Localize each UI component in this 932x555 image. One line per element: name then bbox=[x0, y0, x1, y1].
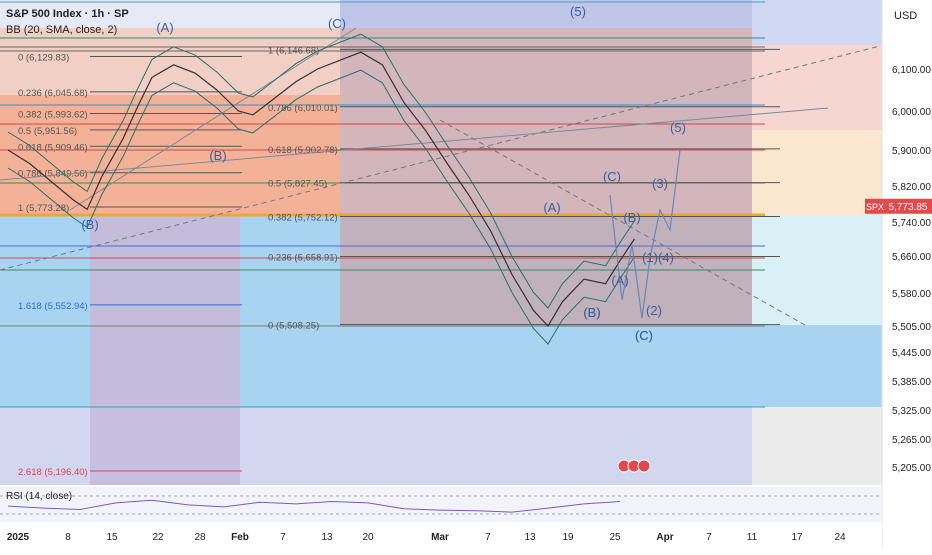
bottom-grey bbox=[752, 407, 882, 485]
time-tick-label: 19 bbox=[562, 532, 574, 543]
fib-right-label: 0.618 (5,902.78) bbox=[268, 145, 338, 156]
time-tick-label: 24 bbox=[834, 532, 846, 543]
fib-right-label: 0.382 (5,752.12) bbox=[268, 213, 338, 224]
bb-upper bbox=[7, 33, 635, 309]
time-tick-label: 22 bbox=[152, 532, 164, 543]
price-axis-background bbox=[882, 0, 932, 550]
projected-wave-path bbox=[609, 149, 681, 319]
time-tick-label: 15 bbox=[106, 532, 118, 543]
price-tick-label: 5,205.00 bbox=[892, 463, 931, 474]
price-tick-label: 5,265.00 bbox=[892, 435, 931, 446]
time-tick-label: 25 bbox=[609, 532, 621, 543]
price-line bbox=[7, 51, 635, 327]
time-tick-label: 13 bbox=[524, 532, 536, 543]
fib-right-label: 0.786 (6,010.01) bbox=[268, 103, 338, 114]
time-tick-label: 20 bbox=[362, 532, 374, 543]
fib-right-label: 1 (6,146.68) bbox=[268, 45, 319, 56]
trend-line bbox=[69, 27, 357, 211]
time-tick-label: Feb bbox=[231, 532, 249, 543]
time-tick-label: 13 bbox=[321, 532, 333, 543]
rsi-pane bbox=[0, 487, 882, 522]
right-cyan bbox=[752, 215, 882, 325]
time-tick-label: 11 bbox=[747, 532, 758, 543]
fib-right-label: 0.236 (5,658.91) bbox=[268, 253, 338, 264]
rsi-line bbox=[7, 499, 621, 513]
fib-left-label: 0.236 (6,045.68) bbox=[18, 88, 88, 99]
wave-label: (C) bbox=[635, 328, 653, 343]
wave-label: (B) bbox=[209, 148, 226, 163]
chart-title: S&P 500 Index · 1h · SP bbox=[6, 8, 129, 20]
fib-right-label: 0.5 (5,827.45) bbox=[268, 179, 327, 190]
price-tick-label: 5,740.00 bbox=[892, 218, 931, 229]
fib-left-label: 0.618 (5,909.46) bbox=[18, 142, 88, 153]
price-tick-label: 6,000.00 bbox=[892, 107, 931, 118]
wave-label: (5) bbox=[670, 120, 686, 135]
price-tag-box bbox=[885, 198, 932, 214]
fib-left-label: 1.618 (5,552.94) bbox=[18, 301, 88, 312]
time-tick-label: 7 bbox=[706, 532, 712, 543]
fib-right-label: 0 (5,508.25) bbox=[268, 321, 319, 332]
wave-label: (3) bbox=[652, 176, 668, 191]
time-axis-background bbox=[0, 525, 882, 550]
wave-label: (C) bbox=[635, 328, 653, 343]
wave-label: (4) bbox=[658, 250, 674, 265]
right-peach bbox=[752, 130, 882, 215]
price-tick-label: 5,820.00 bbox=[892, 182, 931, 193]
wave-label: (B) bbox=[623, 210, 640, 225]
mid-purple-zone bbox=[90, 215, 240, 407]
price-tick-label: 5,325.00 bbox=[892, 406, 931, 417]
rsi-label[interactable]: RSI (14, close) bbox=[6, 491, 73, 502]
fib-left-label: 0.382 (5,993.62) bbox=[18, 109, 88, 120]
price-tick-label: 5,505.00 bbox=[892, 322, 931, 333]
price-tick-label: 5,660.00 bbox=[892, 252, 931, 263]
currency-label[interactable]: USD bbox=[894, 10, 918, 22]
event-flag-icon bbox=[637, 459, 651, 473]
bb-lower bbox=[7, 69, 635, 345]
mid-zone bbox=[340, 28, 752, 214]
trend-line bbox=[0, 107, 829, 181]
time-tick-label: 7 bbox=[485, 532, 491, 543]
time-tick-label: Mar bbox=[431, 532, 449, 543]
fib-left-label: 0.786 (5,849.56) bbox=[18, 169, 88, 180]
wave-label: (C) bbox=[328, 16, 346, 31]
price-tick-label: 5,580.00 bbox=[892, 289, 931, 300]
wave-label: (A) bbox=[611, 273, 628, 288]
wave-label: (A) bbox=[543, 200, 560, 215]
fib-left-label: 0.5 (5,951.56) bbox=[18, 126, 77, 137]
trend-line-dashed bbox=[439, 119, 806, 326]
wave-label: (B) bbox=[81, 217, 98, 232]
price-tag-symbol: SPX bbox=[866, 202, 884, 212]
time-tick-label: 17 bbox=[791, 532, 803, 543]
wave-label: (2) bbox=[646, 303, 662, 318]
price-tick-label: 5,385.00 bbox=[892, 377, 931, 388]
time-tick-label: 28 bbox=[194, 532, 206, 543]
price-tag-symbol-box bbox=[865, 198, 885, 214]
wave-label: (B) bbox=[583, 305, 600, 320]
fib-left-label: 0 (6,129.83) bbox=[18, 52, 69, 63]
bottom-purple bbox=[90, 407, 240, 485]
wave-label: (C) bbox=[603, 169, 621, 184]
wave-label: (B) bbox=[583, 305, 600, 320]
price-tag-value: 5,773.85 bbox=[889, 202, 928, 213]
price-tick-label: 5,445.00 bbox=[892, 348, 931, 359]
wave-label: (A) bbox=[156, 20, 173, 35]
time-tick-label: 7 bbox=[280, 532, 286, 543]
trend-line-dashed bbox=[0, 45, 881, 271]
indicator-label[interactable]: BB (20, SMA, close, 2) bbox=[6, 24, 118, 36]
price-tick-label: 6,100.00 bbox=[892, 65, 931, 76]
price-tick-label: 5,900.00 bbox=[892, 146, 931, 157]
time-tick-label: 2025 bbox=[7, 532, 30, 543]
time-tick-label: Apr bbox=[656, 532, 673, 543]
wave-label: (5) bbox=[570, 4, 586, 19]
time-tick-label: 8 bbox=[65, 532, 71, 543]
fib-left-label: 1 (5,773.28) bbox=[18, 203, 69, 214]
fib-left-label: 2.618 (5,196.40) bbox=[18, 467, 88, 478]
wave-label: (1) bbox=[642, 250, 658, 265]
